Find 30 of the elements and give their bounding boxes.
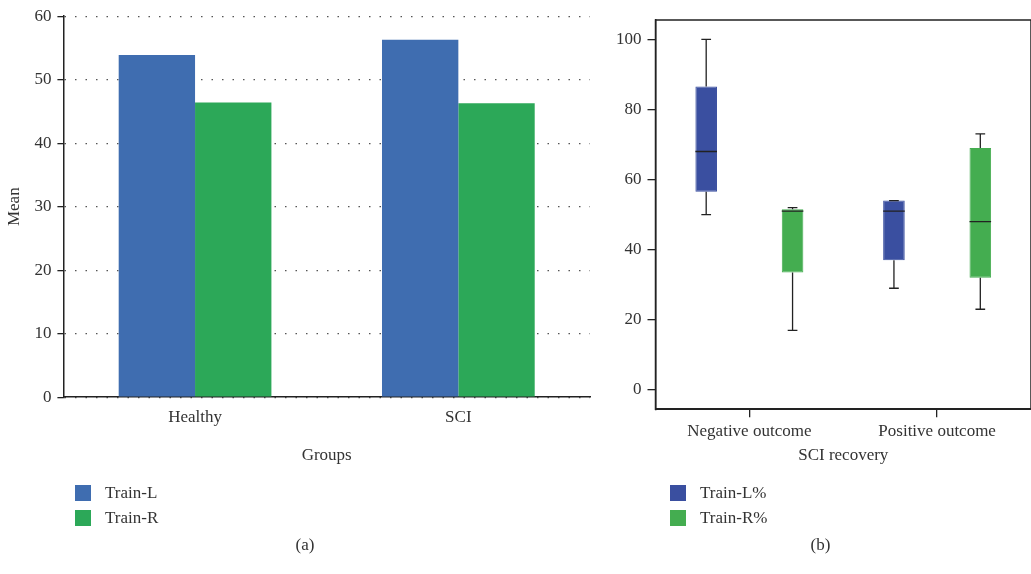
bar (118, 54, 196, 397)
y-tick-label: 80 (624, 98, 642, 118)
y-tick-label: 60 (624, 169, 642, 189)
y-tick-label: 10 (34, 323, 52, 343)
bar (381, 39, 459, 397)
x-tick-label: Positive outcome (878, 420, 996, 440)
x-tick-label: Healthy (168, 406, 223, 426)
x-axis-title: Groups (301, 445, 352, 465)
bar (195, 102, 272, 397)
y-tick-label: 20 (624, 309, 642, 329)
y-tick-label: 40 (34, 132, 52, 152)
y-tick-label: 0 (633, 379, 642, 399)
bar (458, 103, 535, 397)
y-tick-label: 60 (34, 5, 52, 25)
y-tick-label: 0 (42, 386, 52, 406)
text: (a) (294, 535, 316, 555)
x-axis-title: SCI recovery (798, 445, 889, 465)
y-axis-title: Mean (3, 186, 23, 227)
text: (b) (809, 535, 832, 555)
y-tick-label: 40 (624, 239, 642, 259)
y-tick-label: 20 (34, 259, 52, 279)
legend-label: Train-L% (700, 482, 767, 503)
y-tick-label: 100 (616, 28, 642, 48)
legend-label: Train-R% (700, 507, 768, 528)
legend-label: Train-L (105, 482, 158, 503)
x-tick-label: SCI (445, 406, 472, 426)
x-tick-label: Negative outcome (687, 420, 812, 440)
y-tick-label: 30 (34, 196, 52, 216)
legend-label: Train-R (105, 507, 159, 528)
y-tick-label: 50 (34, 69, 52, 89)
